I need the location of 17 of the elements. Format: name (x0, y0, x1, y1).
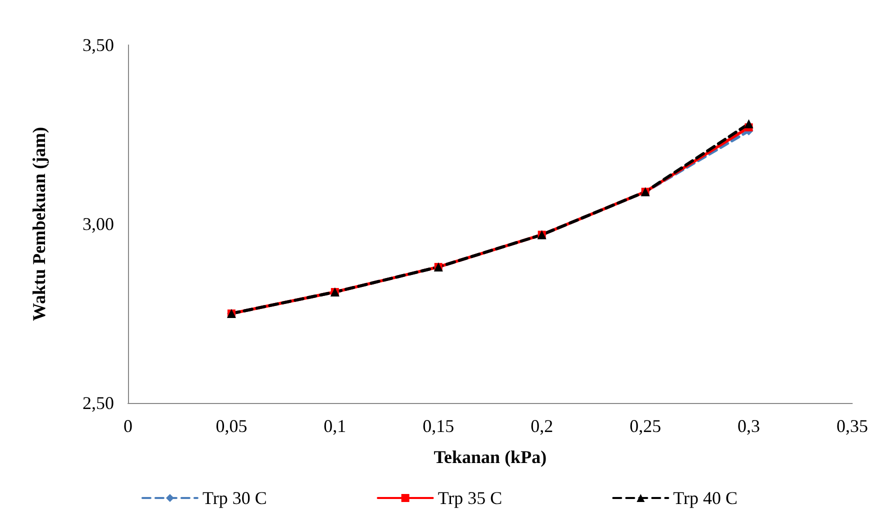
x-axis-title: Tekanan (kPa) (434, 447, 547, 467)
x-tick-label: 0,25 (630, 416, 662, 436)
x-tick-label: 0,3 (738, 416, 760, 436)
x-tick-label: 0,2 (530, 416, 554, 436)
legend-label: Trp 40 C (673, 488, 738, 508)
legend-label: Trp 30 C (202, 488, 267, 508)
y-axis-title: Waktu Pembekuan (jam) (29, 126, 49, 322)
y-tick-label: 2,50 (82, 393, 114, 413)
point (744, 119, 754, 128)
y-tick-label: 3,50 (82, 35, 114, 55)
x-tick-label: 0 (124, 416, 132, 436)
legend-label: Trp 35 C (438, 488, 502, 508)
x-tick-label: 0,15 (422, 416, 454, 436)
y-tick-label: 3,00 (82, 214, 114, 234)
x-tick-label: 0,1 (324, 416, 346, 436)
x-tick-label: 0,05 (216, 416, 248, 436)
x-tick-label: 0,35 (836, 416, 868, 436)
